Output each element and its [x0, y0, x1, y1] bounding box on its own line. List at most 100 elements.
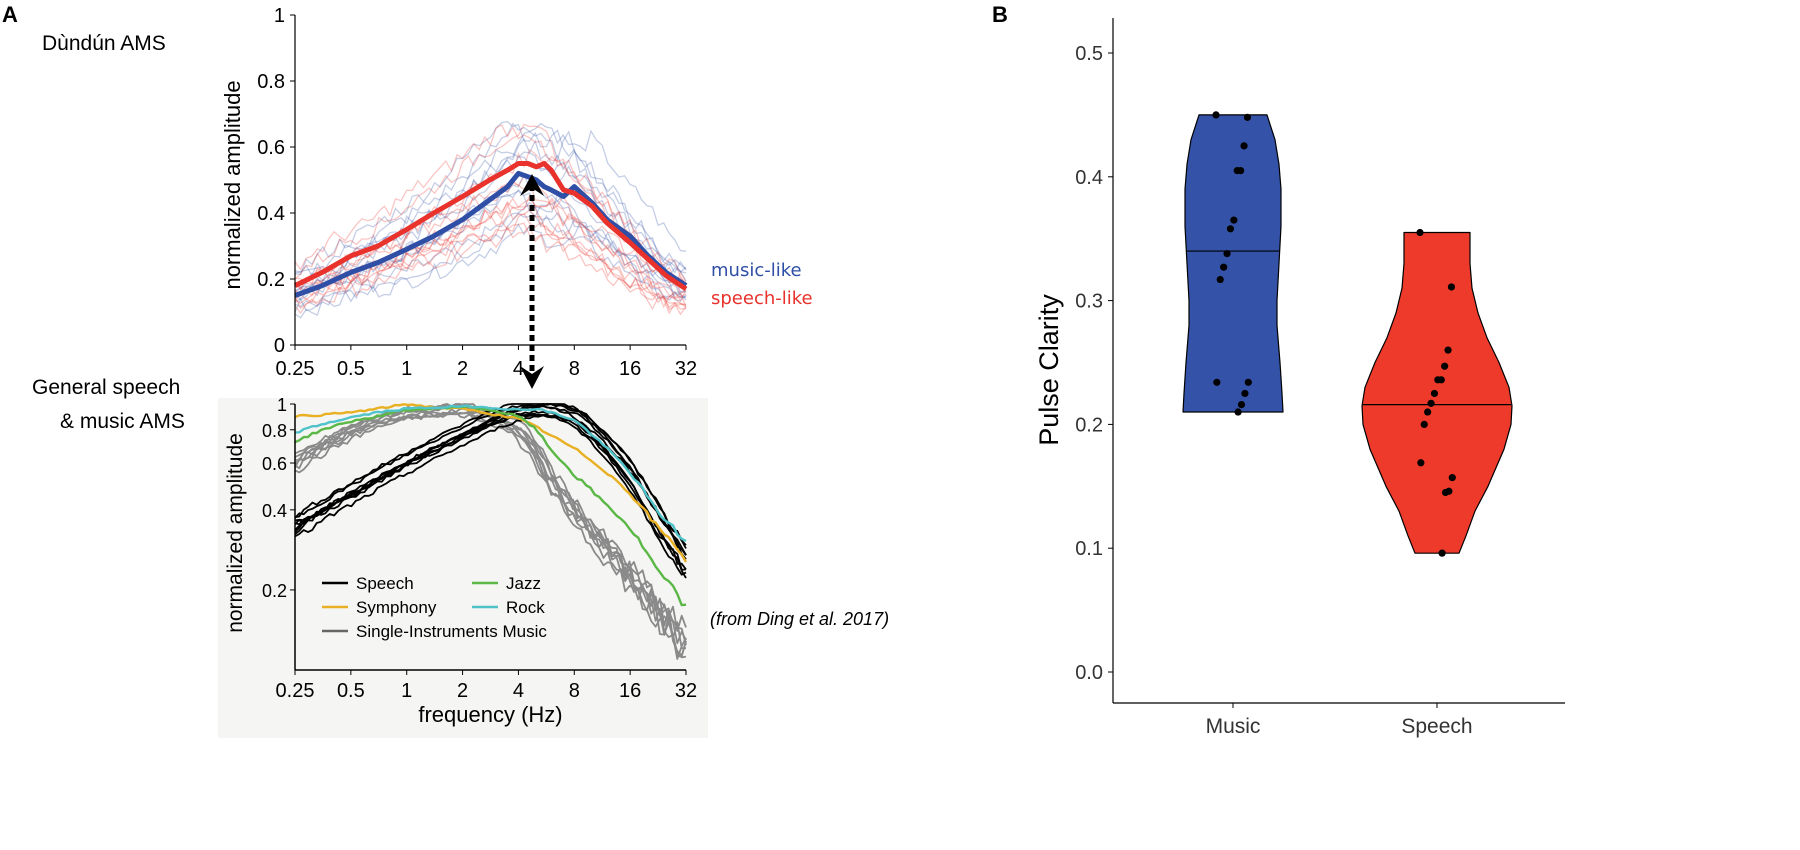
bottom-y-ticks: 0.2 0.4 0.6 0.8 1	[262, 395, 295, 601]
individual-trace	[294, 223, 687, 319]
top-y-tick-label: 0.2	[257, 269, 285, 291]
data-point	[1417, 459, 1425, 467]
bottom-x-tick-label: 32	[675, 680, 697, 702]
individual-trace	[294, 224, 687, 315]
dashed-double-arrow	[520, 174, 544, 389]
individual-trace	[294, 212, 687, 308]
top-y-axis-label: normalized amplitude	[220, 80, 245, 289]
top-y-tick-label: 1	[274, 5, 285, 27]
legend-label: Single-Instruments Music	[356, 622, 547, 641]
data-point	[1243, 113, 1252, 121]
bottom-y-axis-label: normalized amplitude	[224, 433, 247, 633]
panel-a-letter: A	[2, 2, 18, 27]
data-point	[1230, 216, 1238, 224]
individual-trace	[294, 174, 687, 300]
top-y-tick-label: 0.4	[257, 203, 285, 225]
arrow-head-down	[520, 366, 544, 389]
bottom-x-tick-label: 0.25	[276, 680, 315, 702]
data-point	[1424, 408, 1432, 416]
data-point	[1441, 488, 1450, 497]
data-point	[1223, 249, 1231, 258]
rock-line	[294, 404, 687, 542]
bottom-legend: Speech Jazz Symphony Rock Single-Instruments…	[322, 574, 547, 641]
speech-like-mean-line	[293, 161, 688, 291]
legend-speech-like: speech-like	[711, 288, 813, 309]
individual-trace	[294, 156, 687, 295]
top-x-tick-label: 0.5	[337, 358, 365, 380]
top-y-ticks: 0 0.2 0.4 0.6 0.8 1	[257, 5, 295, 357]
top-y-tick-label: 0	[274, 335, 285, 357]
data-point	[1427, 399, 1435, 407]
general-ams-title-line1: General speech	[32, 376, 180, 399]
violin-music	[1182, 114, 1284, 413]
arrow-head-up	[520, 174, 544, 196]
bottom-y-tick-label: 0.8	[262, 421, 287, 441]
bottom-y-tick-label: 1	[277, 395, 287, 415]
individual-trace	[294, 212, 687, 310]
top-x-tick-label: 0.25	[276, 358, 315, 380]
data-point	[1430, 389, 1439, 398]
top-x-tick-label: 1	[401, 358, 412, 380]
bottom-x-tick-label: 0.5	[337, 680, 365, 702]
legend-label: Speech	[356, 574, 414, 593]
legend-music-like: music-like	[711, 260, 802, 281]
violin-y-tick-label: 0.0	[1075, 662, 1103, 684]
bottom-series-group	[294, 403, 688, 660]
data-point	[1434, 376, 1442, 384]
bottom-x-tick-label: 4	[513, 680, 524, 702]
data-point	[1216, 275, 1224, 284]
data-point	[1241, 389, 1249, 398]
data-point	[1444, 346, 1452, 354]
legend-label: Jazz	[506, 574, 541, 593]
bottom-x-ticks: 0.25 0.5 1 2 4 8 16 32	[276, 670, 697, 702]
violin-group	[1182, 111, 1513, 557]
top-x-tick-label: 4	[513, 358, 524, 380]
speech-line	[294, 403, 687, 549]
bottom-x-tick-label: 8	[569, 680, 580, 702]
general-ams-title-line2: & music AMS	[60, 410, 185, 433]
data-point	[1447, 283, 1456, 291]
data-point	[1244, 378, 1252, 386]
bottom-y-tick-label: 0.2	[262, 581, 287, 601]
data-point	[1240, 142, 1248, 150]
data-point	[1438, 549, 1446, 557]
individual-trace	[294, 193, 687, 305]
data-point	[1441, 362, 1449, 370]
violin-y-tick-label: 0.4	[1075, 167, 1103, 189]
individual-trace	[294, 122, 687, 277]
violin-x-tick-label: Music	[1206, 715, 1261, 738]
top-x-ticks: 0.25 0.5 1 2 4 8 16 32	[276, 345, 697, 380]
data-point	[1233, 167, 1241, 175]
pulse-clarity-chart: 0.0 0.1 0.2 0.3 0.4 0.5 Music Speech Pulse Cla…	[1034, 18, 1565, 738]
individual-trace	[294, 201, 687, 311]
bottom-y-tick-label: 0.6	[262, 454, 287, 474]
individual-trace	[294, 197, 687, 307]
legend-label: Symphony	[356, 598, 437, 617]
data-point	[1448, 474, 1456, 482]
violin-y-ticks: 0.0 0.1 0.2 0.3 0.4 0.5	[1075, 43, 1113, 684]
top-background-traces	[294, 120, 687, 319]
bottom-y-tick-label: 0.4	[262, 501, 287, 521]
speech-line	[294, 414, 687, 556]
single-instruments-line	[294, 405, 687, 659]
data-point	[1213, 378, 1221, 386]
data-point	[1220, 263, 1228, 271]
individual-trace	[294, 190, 687, 298]
data-point	[1416, 228, 1424, 237]
top-x-tick-label: 2	[457, 358, 468, 380]
violin-y-tick-label: 0.2	[1075, 414, 1103, 436]
data-point	[1212, 111, 1220, 119]
dundun-ams-title: Dùndún AMS	[42, 32, 166, 55]
speech-line	[294, 403, 687, 546]
top-x-tick-label: 8	[569, 358, 580, 380]
data-point	[1237, 400, 1246, 409]
individual-trace	[294, 120, 687, 276]
bottom-x-axis-label: frequency (Hz)	[418, 702, 562, 727]
bottom-x-tick-label: 16	[619, 680, 641, 702]
symphony-line	[294, 403, 688, 563]
top-y-tick-label: 0.8	[257, 71, 285, 93]
individual-trace	[294, 201, 687, 313]
general-ams-chart: 0.25 0.5 1 2 4 8 16 32 0.2 0.4 0.6 0.8 1 normalized…	[218, 395, 708, 738]
data-point	[1234, 408, 1242, 416]
